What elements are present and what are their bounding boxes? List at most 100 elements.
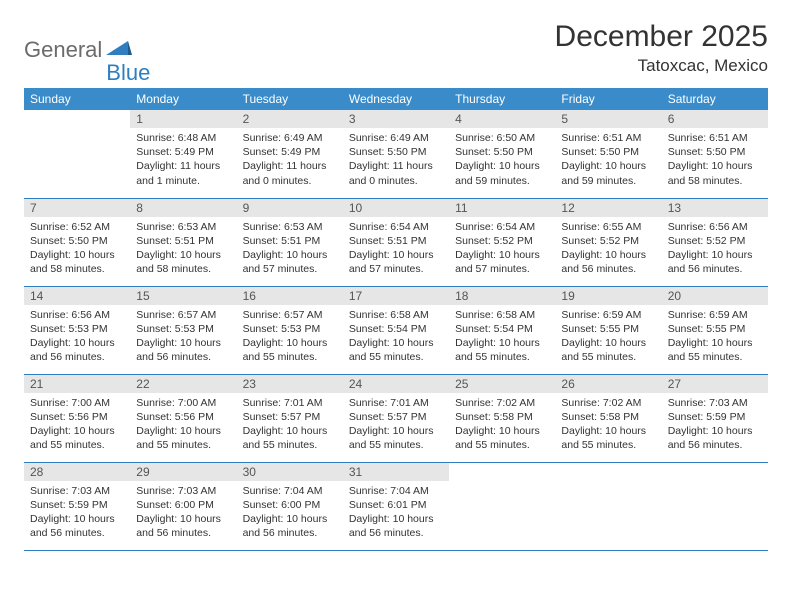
calendar-cell: 10Sunrise: 6:54 AMSunset: 5:51 PMDayligh…: [343, 198, 449, 286]
day-number: 5: [555, 110, 661, 128]
calendar-cell: 13Sunrise: 6:56 AMSunset: 5:52 PMDayligh…: [662, 198, 768, 286]
calendar-body: 1Sunrise: 6:48 AMSunset: 5:49 PMDaylight…: [24, 110, 768, 550]
day-details: Sunrise: 6:54 AMSunset: 5:51 PMDaylight:…: [343, 217, 449, 281]
calendar-cell: 15Sunrise: 6:57 AMSunset: 5:53 PMDayligh…: [130, 286, 236, 374]
day-number: 12: [555, 199, 661, 217]
weekday-header: Tuesday: [237, 88, 343, 110]
day-details: Sunrise: 6:50 AMSunset: 5:50 PMDaylight:…: [449, 128, 555, 192]
logo: General Blue: [24, 26, 154, 74]
weekday-header: Monday: [130, 88, 236, 110]
day-number: 1: [130, 110, 236, 128]
calendar-cell: 11Sunrise: 6:54 AMSunset: 5:52 PMDayligh…: [449, 198, 555, 286]
day-details: Sunrise: 6:59 AMSunset: 5:55 PMDaylight:…: [555, 305, 661, 369]
day-number: 8: [130, 199, 236, 217]
header: General Blue December 2025 Tatoxcac, Mex…: [24, 20, 768, 76]
day-details: Sunrise: 6:52 AMSunset: 5:50 PMDaylight:…: [24, 217, 130, 281]
day-number: 13: [662, 199, 768, 217]
calendar-cell: 22Sunrise: 7:00 AMSunset: 5:56 PMDayligh…: [130, 374, 236, 462]
day-number: 11: [449, 199, 555, 217]
calendar-cell: 8Sunrise: 6:53 AMSunset: 5:51 PMDaylight…: [130, 198, 236, 286]
day-details: Sunrise: 7:01 AMSunset: 5:57 PMDaylight:…: [237, 393, 343, 457]
weekday-header-row: SundayMondayTuesdayWednesdayThursdayFrid…: [24, 88, 768, 110]
title-block: December 2025 Tatoxcac, Mexico: [555, 20, 768, 76]
day-details: Sunrise: 6:59 AMSunset: 5:55 PMDaylight:…: [662, 305, 768, 369]
calendar-cell: 14Sunrise: 6:56 AMSunset: 5:53 PMDayligh…: [24, 286, 130, 374]
day-details: Sunrise: 7:04 AMSunset: 6:01 PMDaylight:…: [343, 481, 449, 545]
day-number: 2: [237, 110, 343, 128]
day-details: Sunrise: 6:58 AMSunset: 5:54 PMDaylight:…: [449, 305, 555, 369]
calendar-week-row: 1Sunrise: 6:48 AMSunset: 5:49 PMDaylight…: [24, 110, 768, 198]
day-number: 20: [662, 287, 768, 305]
day-number: 10: [343, 199, 449, 217]
day-number: 31: [343, 463, 449, 481]
logo-triangle-icon: [106, 39, 132, 62]
day-number: 7: [24, 199, 130, 217]
calendar-cell: 6Sunrise: 6:51 AMSunset: 5:50 PMDaylight…: [662, 110, 768, 198]
location: Tatoxcac, Mexico: [555, 56, 768, 76]
day-number: 22: [130, 375, 236, 393]
weekday-header: Sunday: [24, 88, 130, 110]
calendar-cell: 30Sunrise: 7:04 AMSunset: 6:00 PMDayligh…: [237, 462, 343, 550]
logo-word-b: Blue: [106, 60, 150, 86]
day-number: 19: [555, 287, 661, 305]
day-number: 15: [130, 287, 236, 305]
calendar-cell: 27Sunrise: 7:03 AMSunset: 5:59 PMDayligh…: [662, 374, 768, 462]
calendar-cell: 23Sunrise: 7:01 AMSunset: 5:57 PMDayligh…: [237, 374, 343, 462]
day-details: Sunrise: 7:03 AMSunset: 5:59 PMDaylight:…: [662, 393, 768, 457]
calendar-cell: 12Sunrise: 6:55 AMSunset: 5:52 PMDayligh…: [555, 198, 661, 286]
calendar-cell: 9Sunrise: 6:53 AMSunset: 5:51 PMDaylight…: [237, 198, 343, 286]
day-number: 6: [662, 110, 768, 128]
calendar-cell: 28Sunrise: 7:03 AMSunset: 5:59 PMDayligh…: [24, 462, 130, 550]
day-details: Sunrise: 7:03 AMSunset: 6:00 PMDaylight:…: [130, 481, 236, 545]
calendar-cell: 3Sunrise: 6:49 AMSunset: 5:50 PMDaylight…: [343, 110, 449, 198]
day-details: Sunrise: 6:58 AMSunset: 5:54 PMDaylight:…: [343, 305, 449, 369]
day-details: Sunrise: 6:57 AMSunset: 5:53 PMDaylight:…: [130, 305, 236, 369]
calendar-cell: 4Sunrise: 6:50 AMSunset: 5:50 PMDaylight…: [449, 110, 555, 198]
day-number: 18: [449, 287, 555, 305]
calendar-cell: 17Sunrise: 6:58 AMSunset: 5:54 PMDayligh…: [343, 286, 449, 374]
day-details: Sunrise: 7:01 AMSunset: 5:57 PMDaylight:…: [343, 393, 449, 457]
day-number: 9: [237, 199, 343, 217]
day-details: Sunrise: 6:55 AMSunset: 5:52 PMDaylight:…: [555, 217, 661, 281]
day-details: Sunrise: 6:56 AMSunset: 5:53 PMDaylight:…: [24, 305, 130, 369]
day-details: Sunrise: 6:57 AMSunset: 5:53 PMDaylight:…: [237, 305, 343, 369]
day-details: Sunrise: 6:51 AMSunset: 5:50 PMDaylight:…: [662, 128, 768, 192]
day-number: 17: [343, 287, 449, 305]
weekday-header: Friday: [555, 88, 661, 110]
weekday-header: Wednesday: [343, 88, 449, 110]
day-details: Sunrise: 6:49 AMSunset: 5:50 PMDaylight:…: [343, 128, 449, 192]
day-details: Sunrise: 7:04 AMSunset: 6:00 PMDaylight:…: [237, 481, 343, 545]
day-number: 29: [130, 463, 236, 481]
calendar-cell: [662, 462, 768, 550]
calendar-week-row: 14Sunrise: 6:56 AMSunset: 5:53 PMDayligh…: [24, 286, 768, 374]
weekday-header: Saturday: [662, 88, 768, 110]
calendar-cell: 5Sunrise: 6:51 AMSunset: 5:50 PMDaylight…: [555, 110, 661, 198]
calendar-cell: [449, 462, 555, 550]
month-title: December 2025: [555, 20, 768, 54]
day-details: Sunrise: 7:02 AMSunset: 5:58 PMDaylight:…: [449, 393, 555, 457]
calendar-cell: 2Sunrise: 6:49 AMSunset: 5:49 PMDaylight…: [237, 110, 343, 198]
day-number: 28: [24, 463, 130, 481]
calendar-cell: 21Sunrise: 7:00 AMSunset: 5:56 PMDayligh…: [24, 374, 130, 462]
day-details: Sunrise: 6:53 AMSunset: 5:51 PMDaylight:…: [130, 217, 236, 281]
day-details: Sunrise: 7:00 AMSunset: 5:56 PMDaylight:…: [24, 393, 130, 457]
calendar-cell: 29Sunrise: 7:03 AMSunset: 6:00 PMDayligh…: [130, 462, 236, 550]
day-number: 25: [449, 375, 555, 393]
calendar-cell: 20Sunrise: 6:59 AMSunset: 5:55 PMDayligh…: [662, 286, 768, 374]
calendar-week-row: 28Sunrise: 7:03 AMSunset: 5:59 PMDayligh…: [24, 462, 768, 550]
day-details: Sunrise: 6:48 AMSunset: 5:49 PMDaylight:…: [130, 128, 236, 192]
calendar-cell: 26Sunrise: 7:02 AMSunset: 5:58 PMDayligh…: [555, 374, 661, 462]
day-number: 26: [555, 375, 661, 393]
day-details: Sunrise: 6:56 AMSunset: 5:52 PMDaylight:…: [662, 217, 768, 281]
calendar-cell: [24, 110, 130, 198]
day-details: Sunrise: 6:53 AMSunset: 5:51 PMDaylight:…: [237, 217, 343, 281]
day-number: 24: [343, 375, 449, 393]
day-number: 23: [237, 375, 343, 393]
day-number: 14: [24, 287, 130, 305]
calendar-cell: 25Sunrise: 7:02 AMSunset: 5:58 PMDayligh…: [449, 374, 555, 462]
calendar-cell: [555, 462, 661, 550]
calendar-cell: 31Sunrise: 7:04 AMSunset: 6:01 PMDayligh…: [343, 462, 449, 550]
logo-word-a: General: [24, 37, 102, 63]
calendar-table: SundayMondayTuesdayWednesdayThursdayFrid…: [24, 88, 768, 551]
calendar-cell: 18Sunrise: 6:58 AMSunset: 5:54 PMDayligh…: [449, 286, 555, 374]
